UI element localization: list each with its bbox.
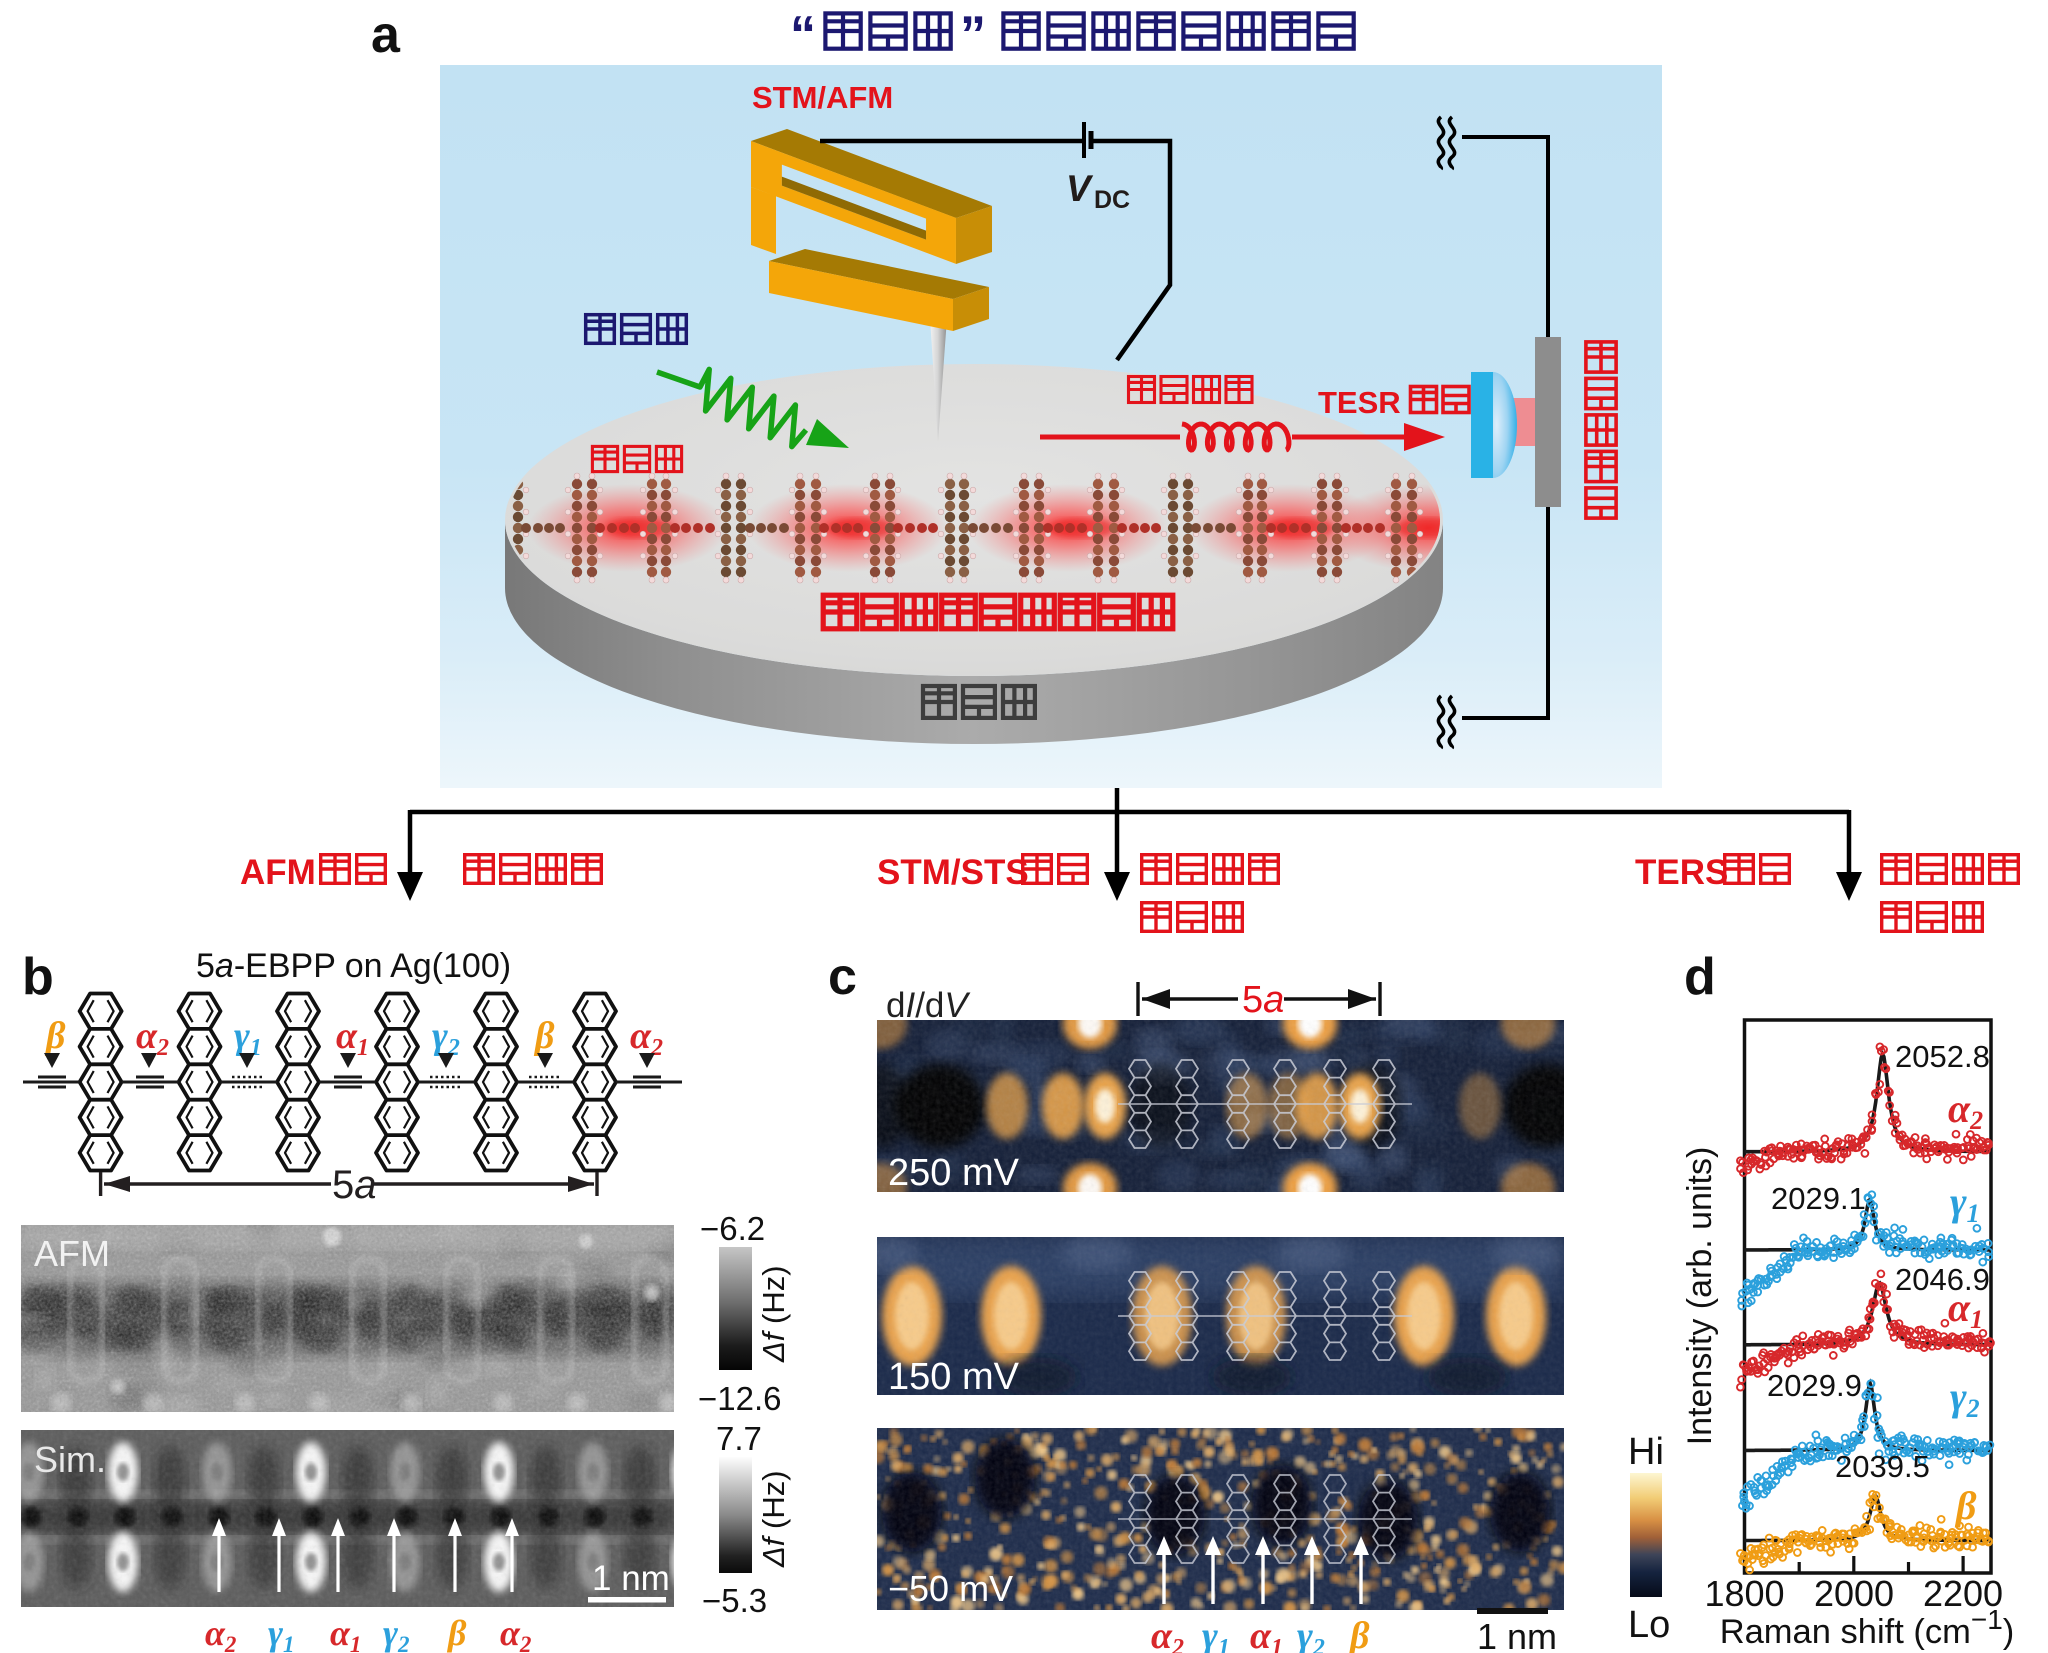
svg-text:dI/dV: dI/dV: [886, 986, 971, 1025]
svg-text:Δf (Hz): Δf (Hz): [756, 1470, 791, 1568]
svg-text:STM/STS: STM/STS: [877, 853, 1029, 892]
svg-text:5a: 5a: [1242, 979, 1284, 1021]
svg-text:β: β: [1954, 1483, 1977, 1528]
svg-text:−6.2: −6.2: [700, 1210, 765, 1247]
svg-text:b: b: [22, 948, 54, 1006]
svg-text:γ2: γ2: [383, 1613, 409, 1653]
svg-text:2029.1: 2029.1: [1771, 1181, 1866, 1216]
svg-text:a: a: [371, 6, 401, 64]
svg-text:2039.5: 2039.5: [1835, 1449, 1930, 1484]
svg-text:α1: α1: [330, 1613, 361, 1653]
svg-text:”: ”: [960, 6, 986, 64]
svg-text:Δf (Hz): Δf (Hz): [756, 1265, 791, 1363]
svg-text:β: β: [446, 1613, 467, 1653]
svg-text:−12.6: −12.6: [698, 1380, 782, 1417]
svg-text:AFM: AFM: [34, 1233, 110, 1274]
svg-text:γ1: γ1: [1202, 1615, 1230, 1653]
svg-text:1 nm: 1 nm: [592, 1559, 670, 1598]
svg-text:Sim.: Sim.: [34, 1439, 106, 1480]
svg-text:“: “: [790, 6, 816, 64]
svg-text:AFM: AFM: [240, 853, 316, 892]
svg-text:α2: α2: [1948, 1086, 1983, 1135]
svg-text:α2: α2: [205, 1613, 236, 1653]
svg-text:TERS: TERS: [1635, 853, 1728, 892]
svg-text:5a: 5a: [332, 1163, 377, 1207]
svg-text:γ1: γ1: [1950, 1179, 1980, 1228]
svg-text:Hi: Hi: [1628, 1431, 1664, 1473]
svg-text:2029.9: 2029.9: [1767, 1368, 1862, 1403]
svg-text:−5.3: −5.3: [702, 1582, 767, 1619]
svg-text:d: d: [1684, 948, 1716, 1006]
svg-text:γ2: γ2: [1950, 1374, 1980, 1423]
svg-text:α2: α2: [500, 1613, 531, 1653]
svg-text:β: β: [533, 1015, 555, 1057]
svg-text:2052.8: 2052.8: [1895, 1039, 1990, 1074]
svg-text:−50 mV: −50 mV: [888, 1568, 1013, 1609]
svg-text:γ2: γ2: [1297, 1615, 1325, 1653]
svg-text:Lo: Lo: [1628, 1604, 1670, 1646]
svg-text:α1: α1: [1250, 1615, 1283, 1653]
svg-text:1 nm: 1 nm: [1477, 1616, 1557, 1653]
svg-text:TESR: TESR: [1318, 385, 1401, 420]
svg-text:5a-EBPP on Ag(100): 5a-EBPP on Ag(100): [196, 947, 511, 985]
svg-text:STM/AFM: STM/AFM: [752, 80, 893, 115]
svg-text:1800: 1800: [1704, 1573, 1784, 1614]
svg-text:β: β: [1348, 1615, 1370, 1653]
svg-text:β: β: [44, 1015, 66, 1057]
svg-text:2046.9: 2046.9: [1895, 1262, 1990, 1297]
svg-text:V: V: [1066, 168, 1094, 209]
svg-text:7.7: 7.7: [716, 1420, 762, 1457]
svg-text:150 mV: 150 mV: [888, 1356, 1020, 1398]
svg-text:γ1: γ1: [268, 1613, 294, 1653]
svg-text:2200: 2200: [1923, 1573, 2003, 1614]
svg-text:DC: DC: [1094, 186, 1130, 214]
svg-text:2000: 2000: [1814, 1573, 1894, 1614]
svg-text:c: c: [828, 948, 857, 1006]
svg-text:Intensity (arb. units): Intensity (arb. units): [1681, 1147, 1719, 1446]
svg-text:250 mV: 250 mV: [888, 1152, 1020, 1194]
svg-text:α2: α2: [1151, 1615, 1184, 1653]
